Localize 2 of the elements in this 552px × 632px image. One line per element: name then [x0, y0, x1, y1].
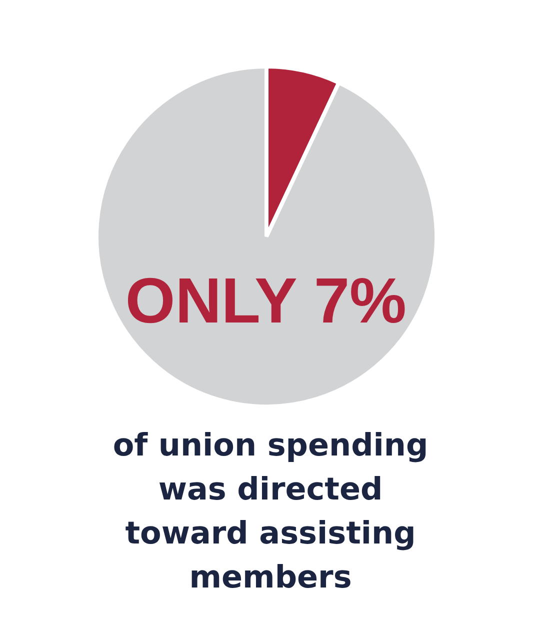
- text: ONLY 7%: [125, 264, 406, 336]
- text: of union spending was directed toward assisting members: [112, 428, 428, 596]
